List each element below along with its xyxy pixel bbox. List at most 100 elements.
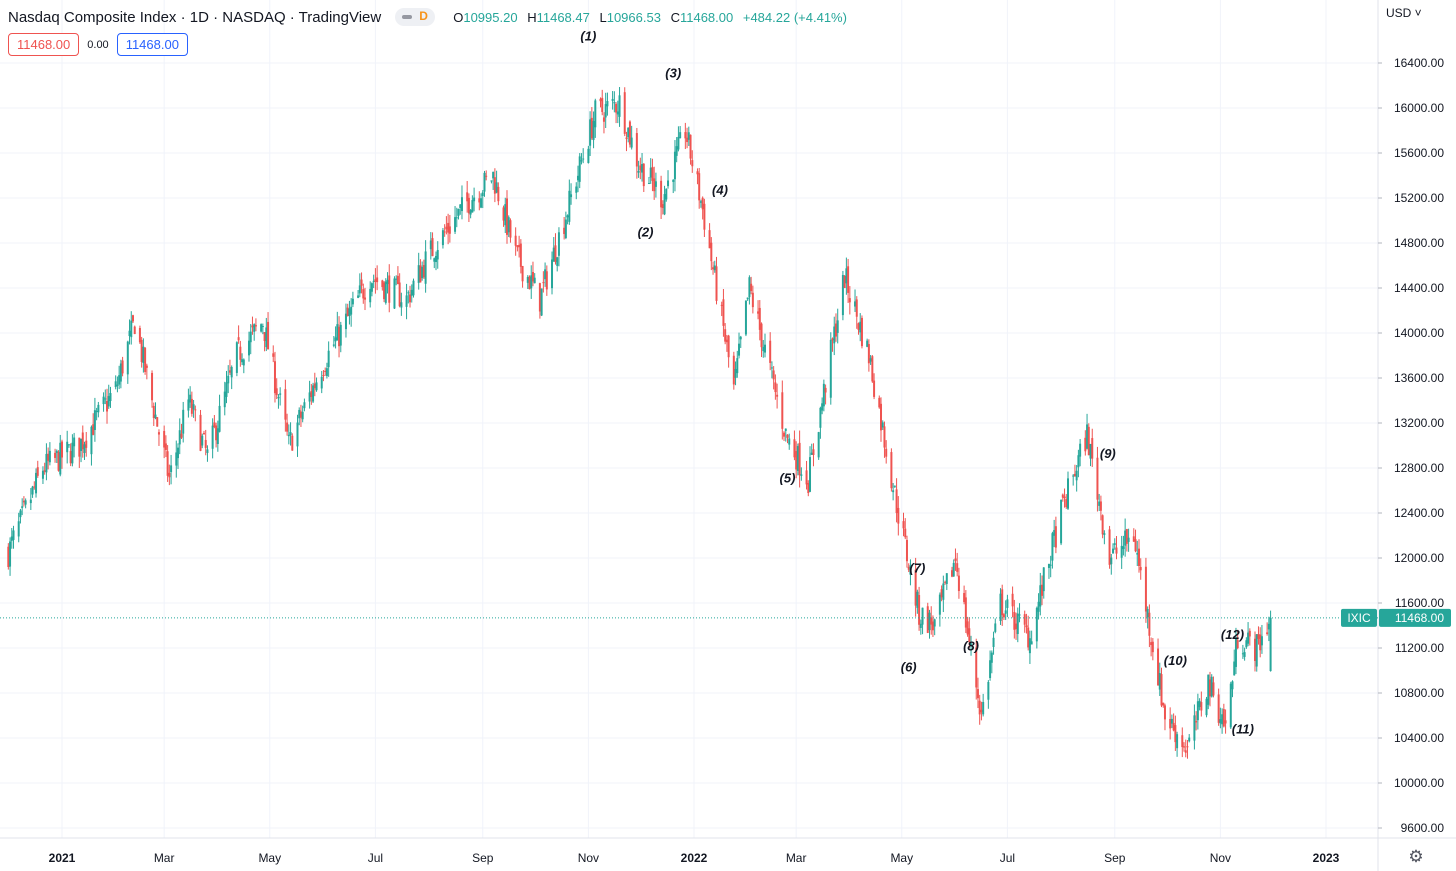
candle-body bbox=[843, 275, 846, 288]
candle-down bbox=[1134, 529, 1137, 553]
candle-down bbox=[485, 170, 488, 181]
candle-body bbox=[1139, 567, 1142, 571]
candle-body bbox=[675, 146, 678, 156]
candle-down bbox=[272, 345, 275, 363]
candle-body bbox=[61, 441, 63, 458]
candle-up bbox=[679, 126, 682, 139]
candle-body bbox=[97, 404, 100, 413]
candle-up bbox=[417, 252, 420, 290]
candle-body bbox=[118, 375, 121, 385]
candle-up bbox=[303, 398, 306, 412]
candle-body bbox=[393, 278, 396, 309]
buy-price-box[interactable]: 11468.00 bbox=[116, 33, 188, 56]
candle-down bbox=[615, 102, 618, 124]
candle-down bbox=[599, 97, 602, 108]
candle-up bbox=[80, 438, 83, 463]
candle-down bbox=[362, 283, 365, 304]
candle-body bbox=[398, 282, 401, 307]
candle-up bbox=[48, 442, 51, 466]
x-tick-label: Sep bbox=[1104, 851, 1126, 865]
candle-body bbox=[883, 426, 886, 448]
currency-selector[interactable]: USD ˅ bbox=[1386, 6, 1422, 20]
candle-body bbox=[469, 210, 472, 215]
candle-down bbox=[1183, 742, 1186, 752]
candle-body bbox=[736, 358, 739, 374]
candle-body bbox=[819, 407, 822, 428]
candle-body bbox=[672, 179, 675, 182]
candle-body bbox=[1015, 623, 1018, 630]
candle-body bbox=[55, 450, 58, 453]
candle-body bbox=[254, 325, 257, 327]
candle-down bbox=[1236, 629, 1239, 650]
candle-up bbox=[1112, 543, 1115, 554]
candle-body bbox=[606, 101, 609, 107]
candle-body bbox=[237, 337, 240, 341]
candle-up bbox=[9, 537, 12, 576]
candle-up bbox=[130, 311, 133, 345]
candle-body bbox=[1260, 636, 1263, 646]
candle-body bbox=[921, 607, 924, 625]
candle-down bbox=[1172, 713, 1175, 732]
candle-body bbox=[1160, 674, 1163, 706]
candle-up bbox=[471, 195, 474, 213]
candle-up bbox=[296, 414, 299, 457]
y-tick-label: 16400.00 bbox=[1394, 56, 1444, 70]
candle-body bbox=[228, 370, 231, 373]
candle-body bbox=[544, 269, 547, 280]
candle-body bbox=[78, 437, 81, 457]
candle-body bbox=[734, 368, 737, 378]
candle-down bbox=[194, 405, 197, 422]
candle-up bbox=[938, 592, 941, 627]
candle-body bbox=[286, 422, 289, 432]
candle-body bbox=[686, 137, 689, 143]
candle-body bbox=[362, 289, 365, 299]
candle-body bbox=[963, 593, 966, 603]
candle-up bbox=[784, 428, 787, 442]
sell-price-box[interactable]: 11468.00 bbox=[8, 33, 80, 56]
candle-body bbox=[970, 643, 973, 646]
candle-down bbox=[1186, 740, 1189, 759]
candle-up bbox=[118, 365, 121, 390]
candle-down bbox=[781, 380, 784, 440]
candle-body bbox=[554, 245, 557, 263]
candle-down bbox=[239, 340, 242, 367]
candle-down bbox=[757, 300, 760, 320]
candle-body bbox=[1186, 746, 1189, 748]
candle-body bbox=[24, 500, 27, 505]
candle-body bbox=[338, 326, 341, 347]
candle-up bbox=[421, 261, 424, 281]
currency-label: USD bbox=[1386, 6, 1412, 20]
candle-body bbox=[312, 385, 315, 402]
candle-up bbox=[575, 182, 578, 200]
candle-up bbox=[580, 153, 583, 165]
candle-up bbox=[819, 406, 822, 439]
candle-body bbox=[1065, 499, 1068, 508]
candle-down bbox=[772, 366, 775, 390]
candle-up bbox=[1229, 681, 1232, 730]
candle-body bbox=[218, 405, 221, 432]
candle-down bbox=[776, 383, 779, 409]
candle-up bbox=[301, 405, 304, 423]
candle-body bbox=[54, 452, 57, 458]
candle-body bbox=[1163, 705, 1166, 720]
symbol-title[interactable]: Nasdaq Composite Index · 1D · NASDAQ · T… bbox=[8, 8, 382, 26]
candle-up bbox=[1234, 627, 1237, 675]
candle-down bbox=[542, 271, 545, 293]
candle-body bbox=[763, 344, 766, 353]
candle-body bbox=[589, 119, 592, 146]
candle-body bbox=[467, 197, 470, 214]
candle-body bbox=[1267, 623, 1270, 630]
gear-icon[interactable]: ⚙ bbox=[1408, 847, 1424, 866]
candle-down bbox=[1115, 536, 1118, 560]
candle-body bbox=[580, 160, 583, 162]
candle-down bbox=[1011, 586, 1014, 618]
candle-down bbox=[1248, 628, 1251, 646]
candle-up bbox=[142, 338, 145, 373]
visibility-toggle[interactable]: D bbox=[395, 8, 436, 26]
candle-up bbox=[1120, 535, 1123, 569]
candle-body bbox=[647, 183, 650, 185]
candle-body bbox=[168, 472, 171, 478]
candle-body bbox=[227, 375, 230, 384]
candle-up bbox=[334, 326, 337, 349]
